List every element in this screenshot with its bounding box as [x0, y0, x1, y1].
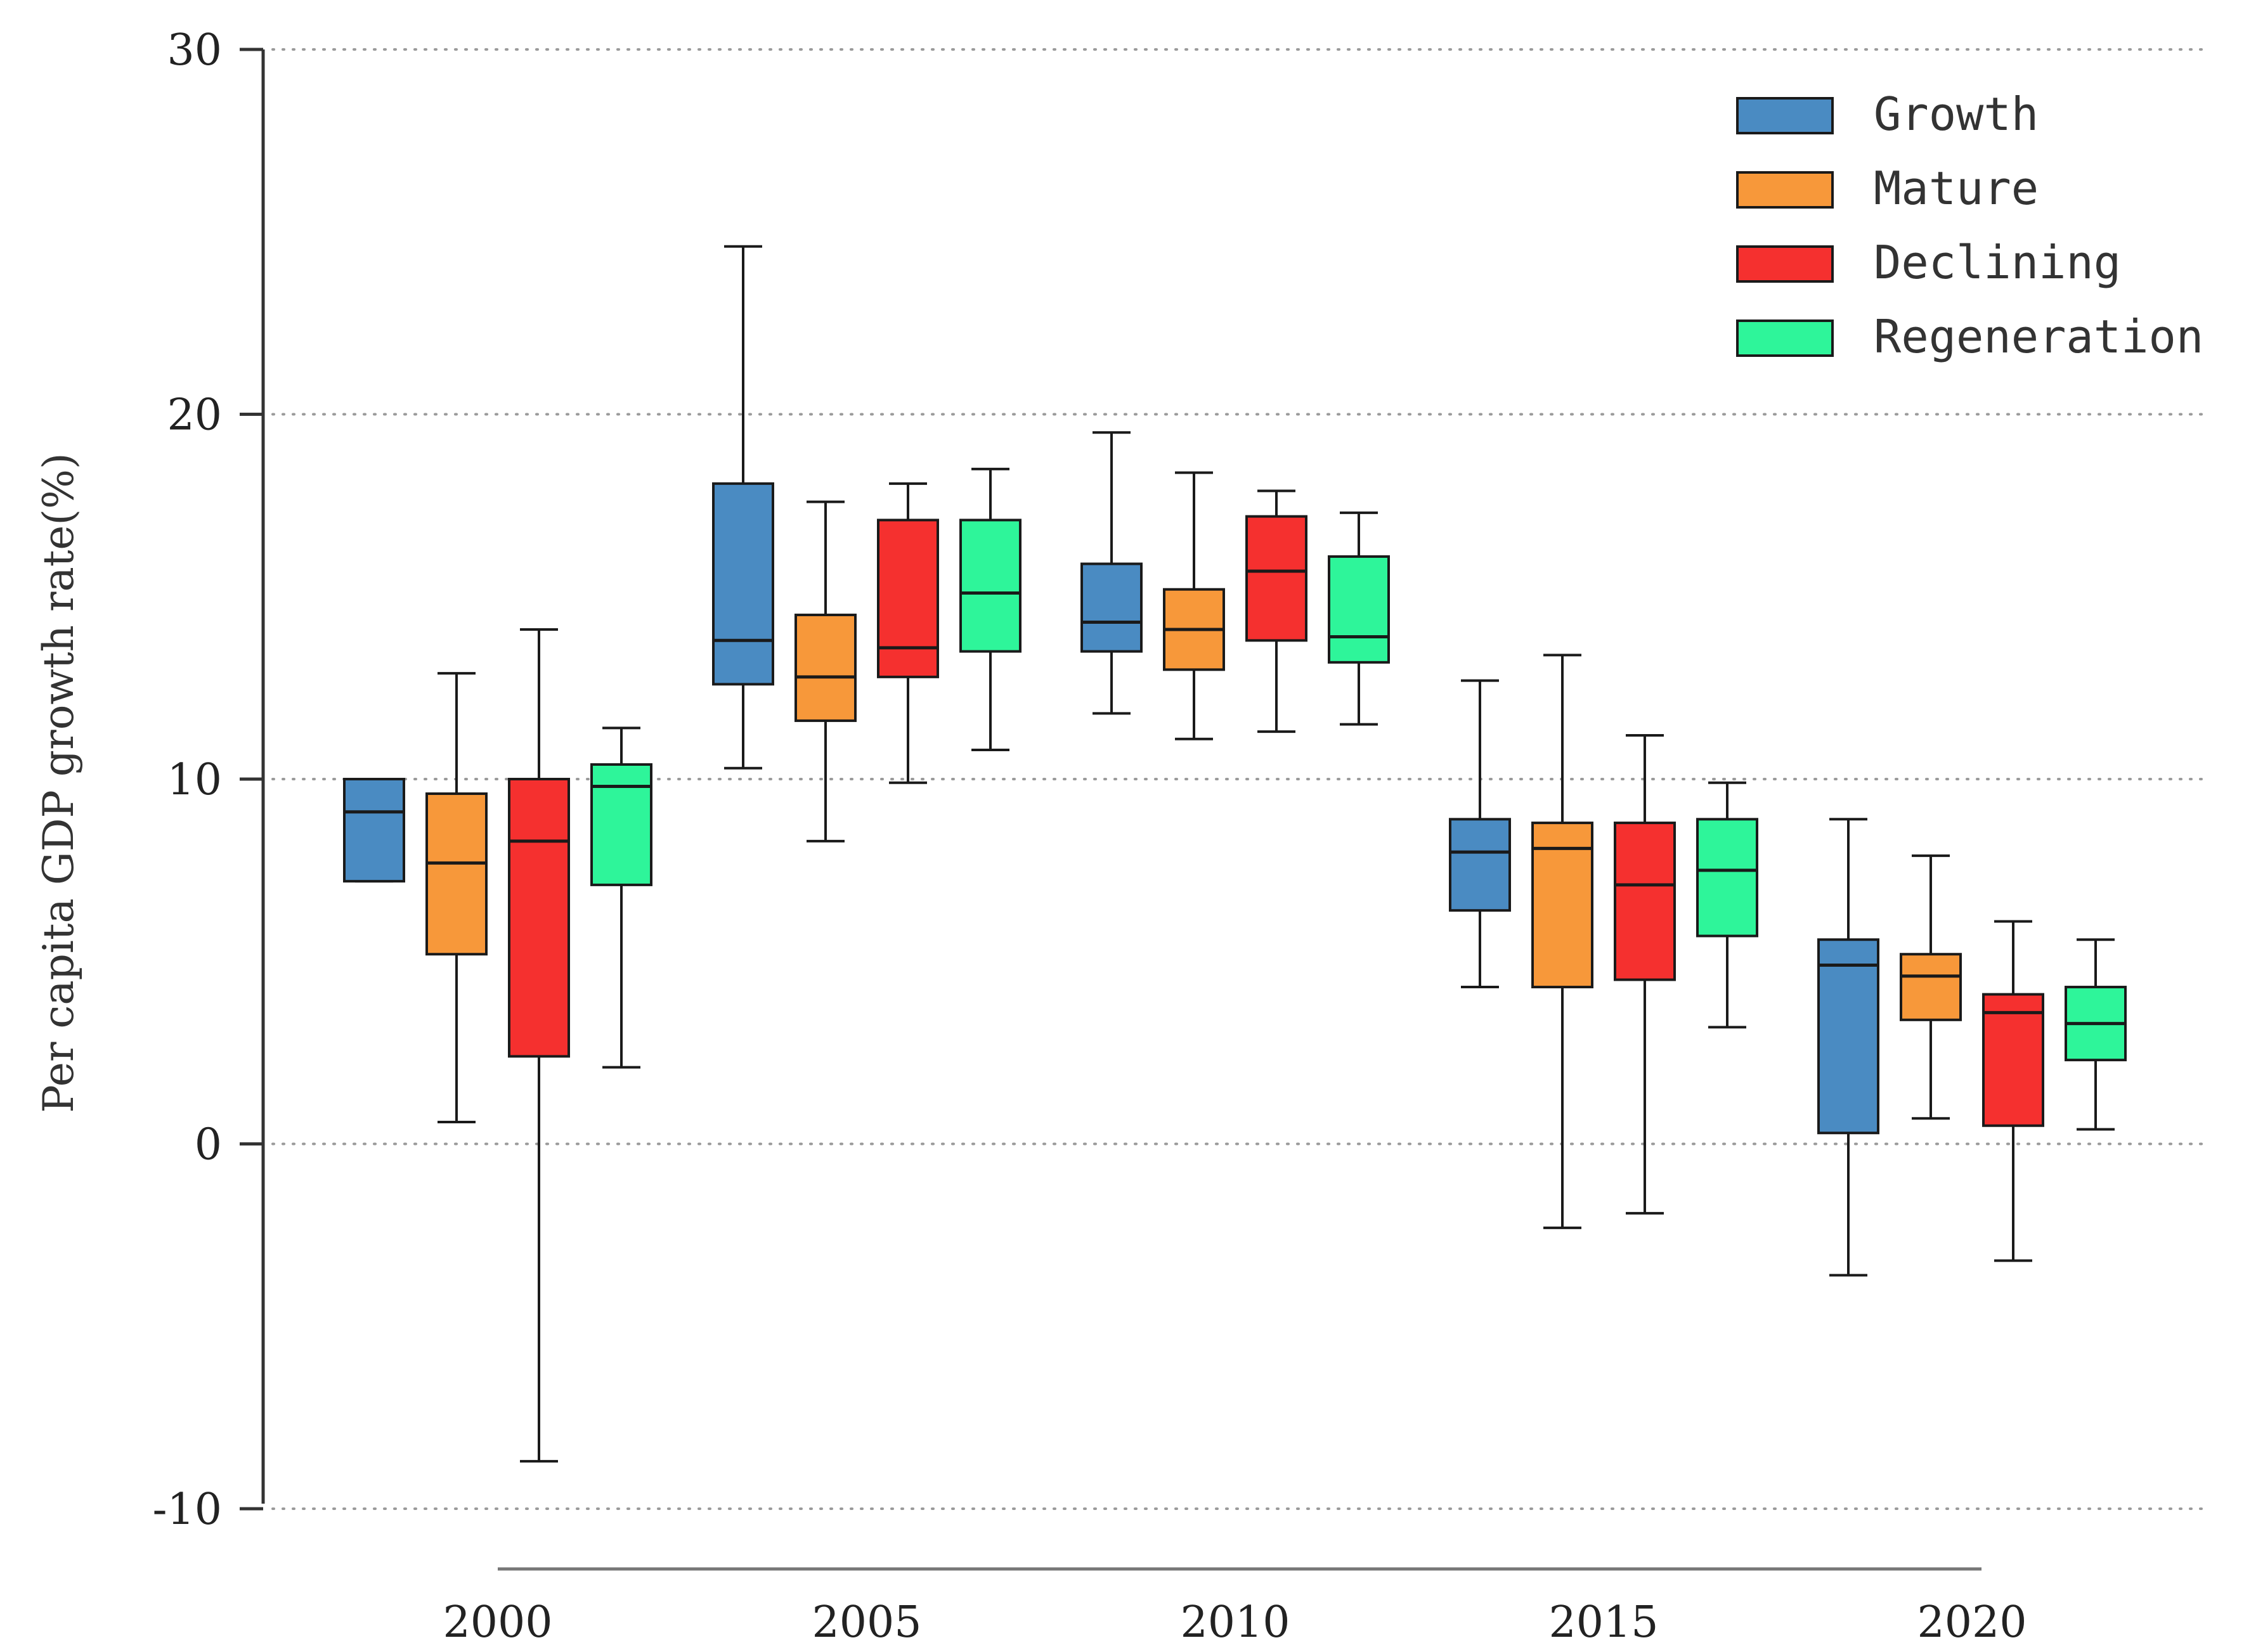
box-declining-2015 — [1614, 733, 1676, 1215]
legend-label: Declining — [1874, 236, 2121, 289]
y-tick-label: 0 — [195, 1120, 222, 1170]
box-regeneration-2020 — [2065, 938, 2127, 1131]
series-declining — [508, 482, 2044, 1463]
box-declining-2020 — [1982, 920, 2044, 1262]
box-mature-2000 — [425, 672, 488, 1123]
legend-item-declining: Declining — [1736, 236, 2121, 289]
x-tick-label: 2015 — [1548, 1597, 1658, 1648]
box-body — [712, 482, 774, 686]
legend-swatch — [1736, 171, 1834, 209]
box-body — [1900, 953, 1962, 1021]
y-tick-label: 20 — [167, 390, 222, 441]
legend-swatch — [1736, 245, 1834, 283]
box-body — [1328, 555, 1390, 664]
x-tick-label: 2000 — [443, 1597, 552, 1648]
x-tick-label: 2020 — [1917, 1597, 2027, 1648]
legend-swatch — [1736, 97, 1834, 134]
x-axis-ticks: 2000 2005 2010 2015 2020 — [443, 1597, 2027, 1648]
box-growth-2000 — [343, 778, 405, 883]
box-growth-2005 — [712, 245, 774, 770]
legend-label: Growth — [1874, 87, 2039, 141]
y-axis-title: Per capita GDP growth rate(%) — [34, 453, 83, 1113]
box-body — [877, 519, 939, 678]
box-declining-2000 — [508, 628, 570, 1463]
box-body — [1449, 818, 1511, 912]
box-regeneration-2005 — [959, 467, 1021, 751]
legend-label: Regeneration — [1874, 310, 2203, 363]
legend-swatch — [1736, 319, 1834, 357]
legend: Growth Mature Declining Regeneration — [1736, 87, 2203, 363]
box-body — [794, 614, 857, 722]
box-declining-2010 — [1245, 489, 1307, 733]
series-regeneration — [590, 467, 2127, 1131]
box-growth-2015 — [1449, 679, 1511, 989]
legend-item-regeneration: Regeneration — [1736, 310, 2203, 363]
box-body — [1982, 993, 2044, 1127]
box-mature-2005 — [794, 500, 857, 842]
box-mature-2020 — [1900, 854, 1962, 1120]
box-growth-2020 — [1817, 818, 1879, 1277]
box-body — [1531, 822, 1593, 989]
legend-item-growth: Growth — [1736, 87, 2039, 141]
box-body — [1817, 938, 1879, 1135]
box-growth-2010 — [1080, 431, 1143, 715]
box-body — [1614, 822, 1676, 981]
y-axis-ticks: -10 0 10 20 30 — [152, 25, 263, 1535]
box-body — [1080, 562, 1143, 653]
box-mature-2010 — [1163, 471, 1225, 740]
box-body — [343, 778, 405, 883]
y-tick-label: -10 — [152, 1485, 222, 1535]
box-body — [590, 763, 652, 886]
box-mature-2015 — [1531, 654, 1593, 1229]
series-growth — [343, 245, 1879, 1277]
y-tick-label: 10 — [167, 755, 222, 805]
x-tick-label: 2005 — [812, 1597, 921, 1648]
box-declining-2005 — [877, 482, 939, 784]
box-body — [959, 519, 1021, 653]
box-body — [1696, 818, 1758, 938]
box-body — [1245, 515, 1307, 642]
box-regeneration-2000 — [590, 726, 652, 1069]
x-tick-label: 2010 — [1180, 1597, 1290, 1648]
y-tick-label: 30 — [167, 25, 222, 75]
series-mature — [425, 471, 1962, 1229]
box-body — [508, 778, 570, 1058]
box-body — [425, 792, 488, 956]
legend-item-mature: Mature — [1736, 162, 2039, 215]
box-regeneration-2015 — [1696, 781, 1758, 1029]
box-series — [343, 245, 2127, 1463]
box-regeneration-2010 — [1328, 511, 1390, 726]
legend-label: Mature — [1874, 162, 2039, 215]
